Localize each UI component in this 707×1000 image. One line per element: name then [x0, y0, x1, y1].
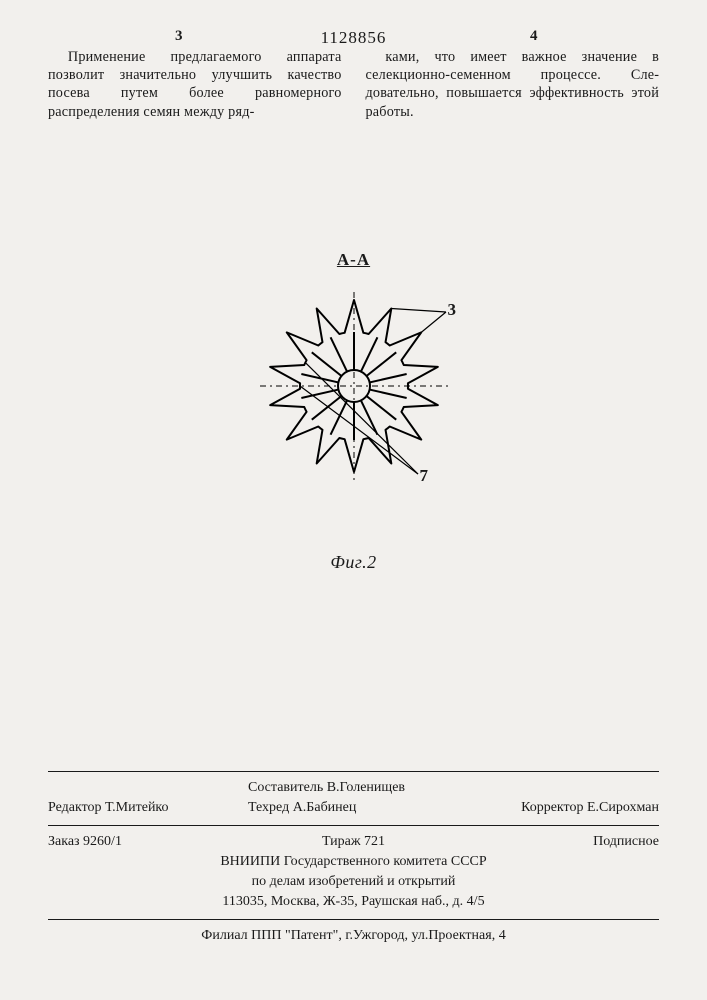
- footer-org2: по делам изобретений и открытий: [48, 872, 659, 892]
- body-columns: Применение предлагаемого аппарата позвол…: [48, 48, 659, 121]
- footer-block: Составитель В.Голенищев Редактор Т.Митей…: [48, 765, 659, 946]
- footer-row-2: Редактор Т.Митейко Техред А.Бабинец Корр…: [48, 798, 659, 818]
- footer-sub: Подписное: [459, 832, 659, 852]
- left-paragraph: Применение предлагаемого аппарата позвол…: [48, 48, 342, 121]
- page: 1128856 3 4 Применение предлагаемого апп…: [0, 0, 707, 1000]
- column-right: ками, что имеет важное значение в селекц…: [366, 48, 660, 121]
- column-marker-right: 4: [530, 28, 538, 45]
- footer-tirazh: Тираж 721: [248, 832, 459, 852]
- footer-row-3: Заказ 9260/1 Тираж 721 Подписное: [48, 832, 659, 852]
- footer-order: Заказ 9260/1: [48, 832, 248, 852]
- column-left: Применение предлагаемого аппарата позвол…: [48, 48, 342, 121]
- footer-rule-top: [48, 771, 659, 772]
- footer-rule-mid: [48, 825, 659, 826]
- callout-7: 7: [420, 466, 429, 486]
- footer-row-1: Составитель В.Голенищев: [48, 778, 659, 798]
- document-number: 1128856: [321, 28, 387, 48]
- section-label: А-А: [244, 250, 464, 270]
- footer-techred: Техред А.Бабинец: [248, 798, 459, 818]
- footer-filial: Филиал ППП "Патент", г.Ужгород, ул.Проек…: [48, 926, 659, 946]
- column-marker-left: 3: [175, 28, 183, 45]
- footer-editor: Редактор Т.Митейко: [48, 798, 248, 818]
- footer-rule-bot: [48, 919, 659, 920]
- footer-editor-cell: [48, 778, 248, 798]
- figure-2: А-А 3 7 Фиг.2: [244, 250, 464, 573]
- right-paragraph: ками, что имеет важное значение в селекц…: [366, 48, 660, 121]
- footer-corrector: Корректор Е.Сирохман: [459, 798, 659, 818]
- callout-3: 3: [448, 300, 457, 320]
- footer-compiler: Составитель В.Голенищев: [248, 778, 459, 798]
- footer-org1: ВНИИПИ Государственного комитета СССР: [48, 852, 659, 872]
- footer-addr: 113035, Москва, Ж-35, Раушская наб., д. …: [48, 892, 659, 912]
- gear-diagram: [244, 276, 464, 496]
- figure-caption: Фиг.2: [244, 552, 464, 573]
